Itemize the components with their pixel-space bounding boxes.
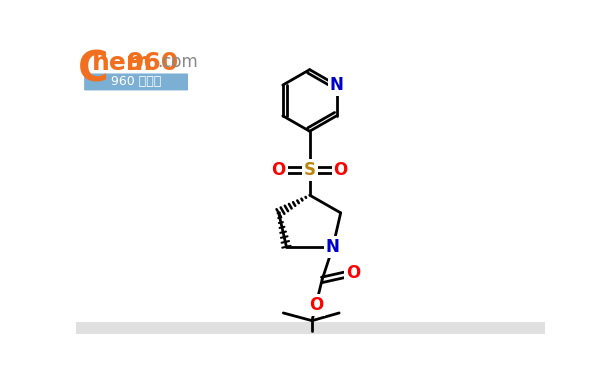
Text: 960 化工网: 960 化工网 — [111, 75, 161, 88]
Text: N: N — [330, 76, 344, 94]
Text: O: O — [309, 296, 323, 314]
FancyBboxPatch shape — [76, 322, 544, 334]
Text: 960: 960 — [127, 51, 179, 75]
Text: O: O — [346, 264, 360, 282]
Text: C: C — [78, 49, 108, 91]
Text: S: S — [304, 161, 316, 179]
Text: N: N — [326, 238, 340, 256]
FancyBboxPatch shape — [84, 74, 188, 90]
Text: O: O — [333, 161, 348, 179]
Text: hem: hem — [92, 51, 153, 75]
Text: .com: .com — [157, 53, 198, 71]
FancyBboxPatch shape — [77, 46, 192, 90]
Text: O: O — [272, 161, 286, 179]
